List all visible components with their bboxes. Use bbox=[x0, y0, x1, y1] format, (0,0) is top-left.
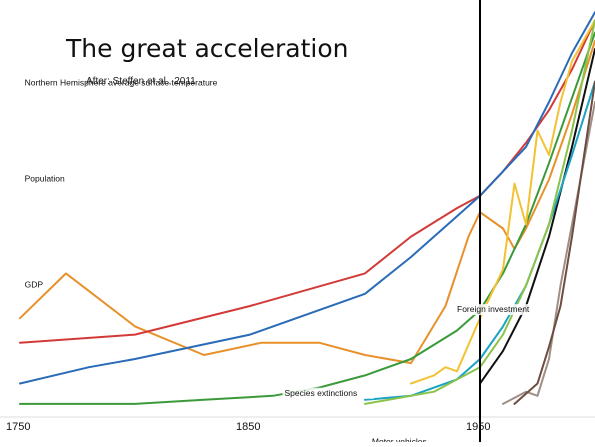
series-line-foreign-investment bbox=[411, 20, 595, 383]
x-tick-label-1950: 1950 bbox=[466, 421, 490, 433]
series-label-gdp: GDP bbox=[25, 280, 44, 290]
chart-subtitle: After: Steffen et al., 2011 bbox=[86, 76, 196, 87]
x-tick-label-1850: 1850 bbox=[236, 421, 260, 433]
series-label-population: Population bbox=[25, 174, 65, 184]
series-label-foreign-investment: Foreign investment bbox=[457, 304, 530, 314]
series-line-unlabeled-8 bbox=[503, 102, 595, 404]
x-tick-label-1750: 1750 bbox=[6, 421, 30, 433]
series-line-population bbox=[20, 20, 595, 342]
series-label-species-extinctions: Species extinctions bbox=[285, 388, 358, 398]
chart-title: The great acceleration bbox=[66, 34, 349, 63]
series-line-gdp bbox=[20, 12, 595, 383]
series-label-motor-vehicles: Motor vehicles bbox=[372, 437, 427, 442]
